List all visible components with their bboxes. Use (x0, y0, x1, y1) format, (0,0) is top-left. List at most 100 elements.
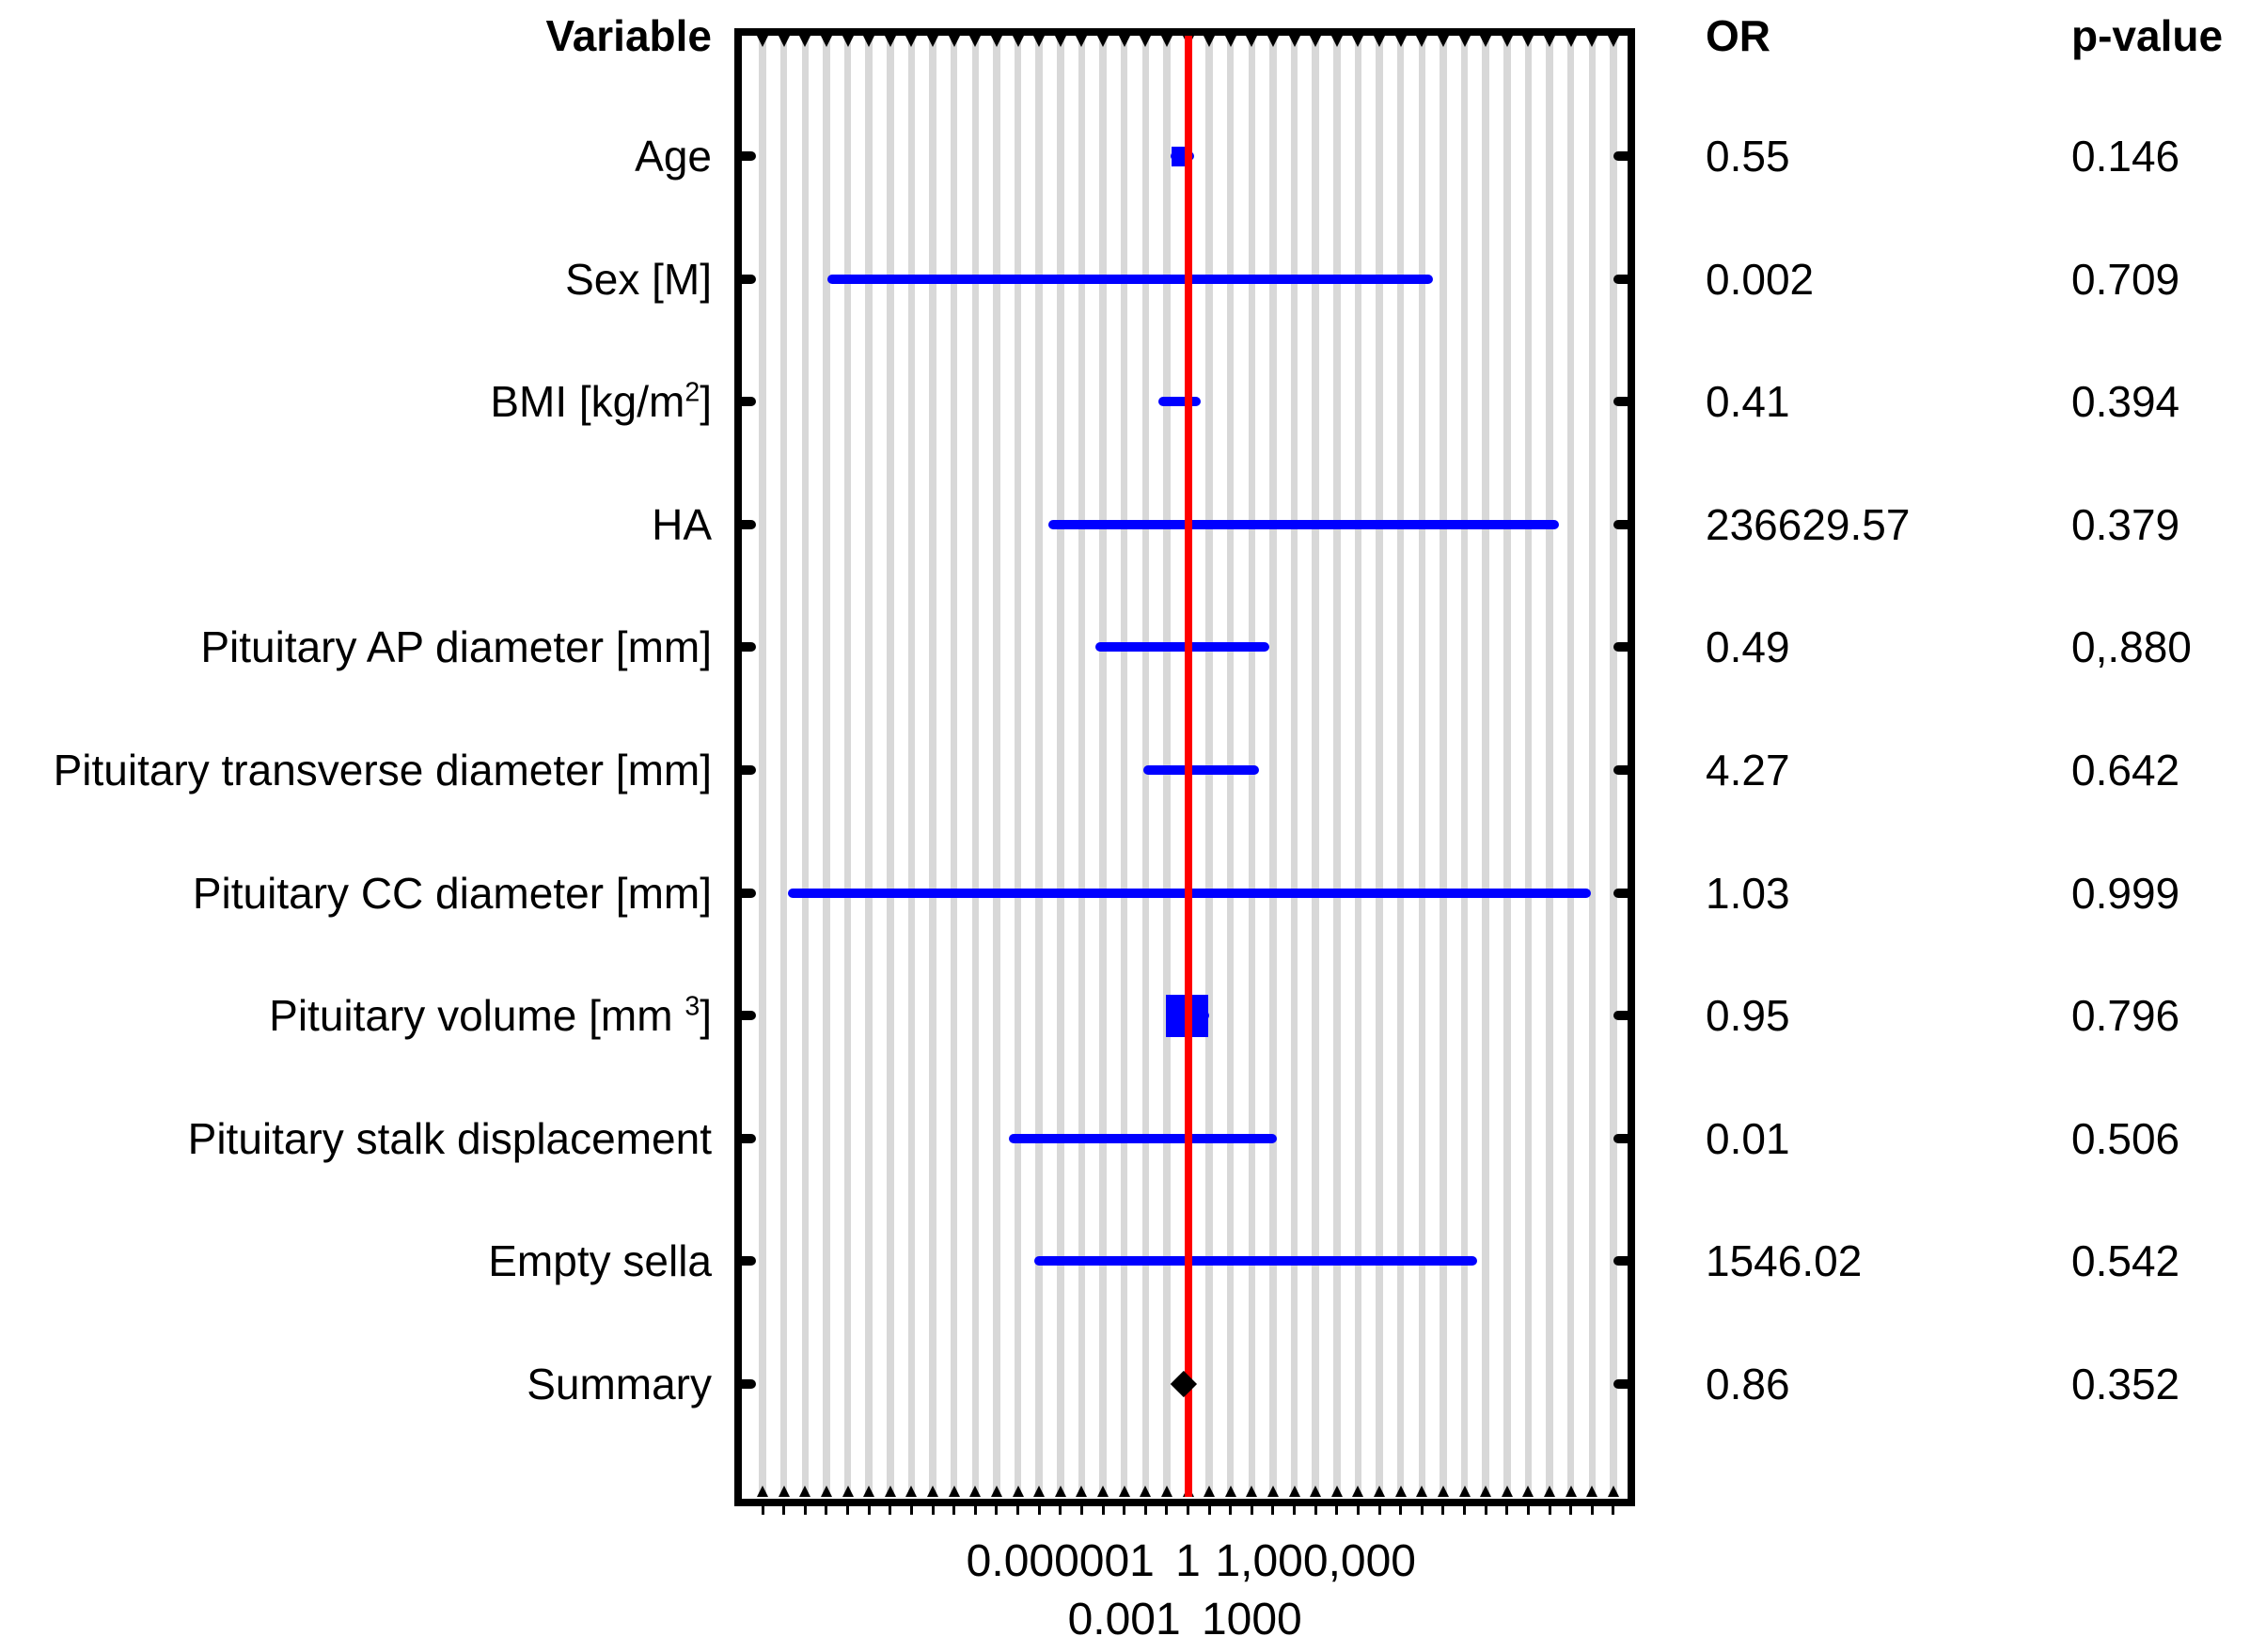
axis-tick-top (927, 36, 939, 47)
row-tick-left (741, 1256, 756, 1267)
or-value: 1.03 (1706, 868, 1790, 918)
axis-minor-tick (1590, 1506, 1594, 1515)
axis-minor-tick (909, 1506, 913, 1515)
axis-tick-bottom (1522, 1486, 1534, 1497)
axis-minor-tick (1548, 1506, 1551, 1515)
axis-minor-tick (761, 1506, 764, 1515)
or-value: 0.002 (1706, 254, 1815, 304)
p-value: 0.642 (2071, 746, 2180, 795)
axis-minor-tick (1016, 1506, 1020, 1515)
axis-tick-bottom (1288, 1486, 1300, 1497)
plot-frame (734, 28, 1635, 1506)
axis-minor-tick (825, 1506, 828, 1515)
row-tick-left (741, 765, 756, 775)
axis-minor-tick (1143, 1506, 1147, 1515)
axis-minor-tick (973, 1506, 977, 1515)
axis-minor-tick (1399, 1506, 1403, 1515)
row-tick-right (1613, 151, 1628, 161)
row-tick-right (1613, 888, 1628, 898)
ci-bar (1047, 519, 1560, 529)
gridline-stripe (865, 36, 873, 1497)
axis-minor-tick (1612, 1506, 1615, 1515)
row-tick-left (741, 397, 756, 407)
axis-tick-top (1118, 36, 1130, 47)
axis-tick-bottom (1097, 1486, 1109, 1497)
gridline-stripe (823, 36, 830, 1497)
axis-tick-bottom (1374, 1486, 1386, 1497)
axis-tick-top (1204, 36, 1216, 47)
p-value: 0.352 (2071, 1360, 2180, 1408)
axis-tick-bottom (927, 1486, 939, 1497)
row-tick-left (741, 274, 756, 284)
axis-minor-tick (931, 1506, 935, 1515)
ci-bar (1094, 642, 1270, 653)
axis-tick-bottom (1118, 1486, 1130, 1497)
row-tick-left (741, 1379, 756, 1389)
axis-tick-bottom (1330, 1486, 1343, 1497)
axis-tick-top (820, 36, 832, 47)
axis-tick-top (1458, 36, 1471, 47)
axis-tick-top (1522, 36, 1534, 47)
p-value: 0.394 (2071, 377, 2180, 427)
axis-minor-tick (1059, 1506, 1062, 1515)
axis-tick-top (1480, 36, 1492, 47)
axis-minor-tick (803, 1506, 807, 1515)
axis-tick-top (863, 36, 875, 47)
row-tick-right (1613, 1133, 1628, 1143)
p-value: 0.709 (2071, 254, 2180, 304)
row-tick-left (741, 642, 756, 653)
row-tick-right (1613, 519, 1628, 529)
x-axis-tick-label: 0.001 (1067, 1595, 1181, 1644)
axis-minor-tick (1569, 1506, 1573, 1515)
axis-tick-bottom (1267, 1486, 1279, 1497)
axis-tick-bottom (1458, 1486, 1471, 1497)
axis-tick-top (1140, 36, 1152, 47)
axis-minor-tick (1314, 1506, 1317, 1515)
gridline-stripe (1333, 36, 1341, 1497)
axis-tick-bottom (1054, 1486, 1066, 1497)
axis-tick-top (1012, 36, 1024, 47)
gridline-stripe (1354, 36, 1362, 1497)
row-label: Summary (527, 1360, 712, 1408)
gridline-stripe (1440, 36, 1447, 1497)
axis-tick-top (1586, 36, 1598, 47)
axis-tick-bottom (1565, 1486, 1577, 1497)
axis-tick-top (1288, 36, 1300, 47)
row-label: Pituitary CC diameter [mm] (192, 868, 712, 918)
axis-minor-tick (1037, 1506, 1041, 1515)
axis-tick-bottom (1160, 1486, 1172, 1497)
or-value: 0.86 (1706, 1360, 1790, 1408)
point-estimate-square (1171, 146, 1186, 166)
axis-tick-bottom (778, 1486, 790, 1497)
axis-tick-bottom (969, 1486, 982, 1497)
gridline-stripe (1035, 36, 1043, 1497)
gridline-stripe (1057, 36, 1064, 1497)
axis-tick-top (1310, 36, 1322, 47)
axis-tick-bottom (1480, 1486, 1492, 1497)
axis-minor-tick (867, 1506, 871, 1515)
axis-minor-tick (1463, 1506, 1467, 1515)
axis-minor-tick (1335, 1506, 1339, 1515)
p-value: 0.146 (2071, 132, 2180, 181)
axis-tick-top (1501, 36, 1513, 47)
gridline-stripe (1460, 36, 1469, 1497)
or-value: 0.55 (1706, 132, 1790, 181)
gridline-stripe (1099, 36, 1107, 1497)
superscript: 3 (684, 991, 700, 1022)
row-label: HA (652, 499, 712, 549)
row-tick-left (741, 888, 756, 898)
axis-tick-bottom (820, 1486, 832, 1497)
x-axis-tick-label: 0.000001 (966, 1536, 1155, 1586)
ci-bar (1158, 397, 1202, 407)
axis-minor-tick (1229, 1506, 1233, 1515)
gridline-stripe (1418, 36, 1426, 1497)
gridline-stripe (1269, 36, 1277, 1497)
ci-bar (1009, 1133, 1278, 1143)
gridline-stripe (993, 36, 1000, 1497)
axis-tick-top (778, 36, 790, 47)
axis-tick-top (1160, 36, 1172, 47)
axis-tick-top (990, 36, 1002, 47)
axis-tick-bottom (1140, 1486, 1152, 1497)
gridline-stripe (1014, 36, 1022, 1497)
axis-minor-tick (1420, 1506, 1424, 1515)
